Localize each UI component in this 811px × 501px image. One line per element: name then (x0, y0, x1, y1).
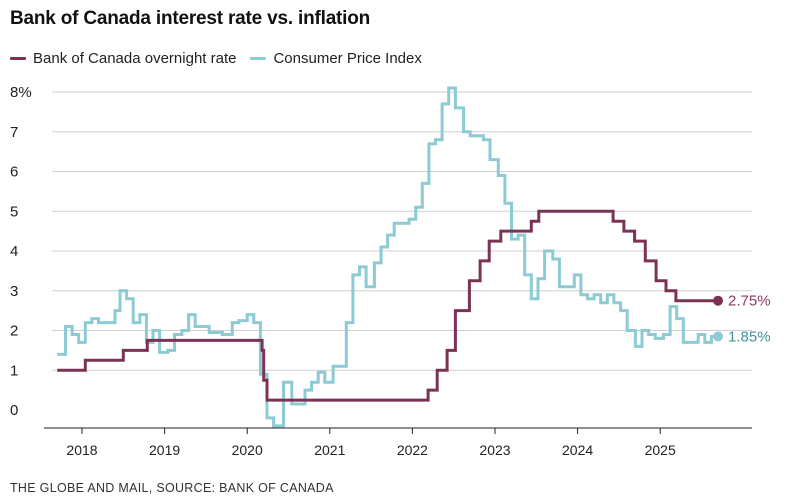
series-lines (57, 86, 718, 428)
y-axis-ticks: 0 1 2 3 4 5 6 7 8% (10, 84, 32, 419)
cpi-end-dot (713, 331, 724, 342)
y-tick-label: 4 (10, 243, 18, 260)
x-tick-label: 2020 (232, 442, 263, 458)
legend-item-overnight-rate: Bank of Canada overnight rate (10, 50, 236, 67)
x-tick-label: 2022 (397, 442, 428, 458)
legend-label-cpi: Consumer Price Index (273, 50, 422, 67)
overnight-rate-line (57, 209, 718, 402)
x-tick-label: 2025 (645, 442, 676, 458)
x-tick-label: 2021 (314, 442, 345, 458)
y-tick-label: 5 (10, 203, 18, 220)
x-tick-label: 2023 (479, 442, 510, 458)
legend-item-cpi: Consumer Price Index (250, 50, 422, 67)
legend: Bank of Canada overnight rate Consumer P… (10, 50, 436, 67)
y-tick-label: 2 (10, 323, 18, 340)
y-tick-label: 3 (10, 283, 18, 300)
overnight-rate-end-label: 2.75% (728, 293, 771, 310)
x-tick-label: 2019 (149, 442, 180, 458)
series-end-markers: 1.85% 2.75% (713, 293, 771, 345)
legend-swatch-cpi (250, 57, 267, 60)
y-tick-label: 8% (10, 84, 32, 101)
grid-lines (52, 91, 752, 371)
x-axis: 2018 2019 2020 2021 2022 2023 2024 2025 (44, 427, 752, 458)
chart-title: Bank of Canada interest rate vs. inflati… (10, 8, 371, 29)
overnight-rate-end-dot (713, 295, 724, 306)
source-note: THE GLOBE AND MAIL, SOURCE: BANK OF CANA… (10, 481, 334, 495)
cpi-end-label: 1.85% (728, 328, 771, 345)
x-tick-label: 2018 (66, 442, 97, 458)
x-tick-label: 2024 (562, 442, 593, 458)
y-tick-label: 1 (10, 362, 18, 379)
y-tick-label: 7 (10, 124, 18, 141)
y-tick-label: 0 (10, 402, 18, 419)
legend-swatch-overnight-rate (10, 57, 26, 60)
legend-label-overnight-rate: Bank of Canada overnight rate (33, 50, 237, 67)
cpi-line (57, 86, 718, 428)
y-tick-label: 6 (10, 164, 18, 181)
